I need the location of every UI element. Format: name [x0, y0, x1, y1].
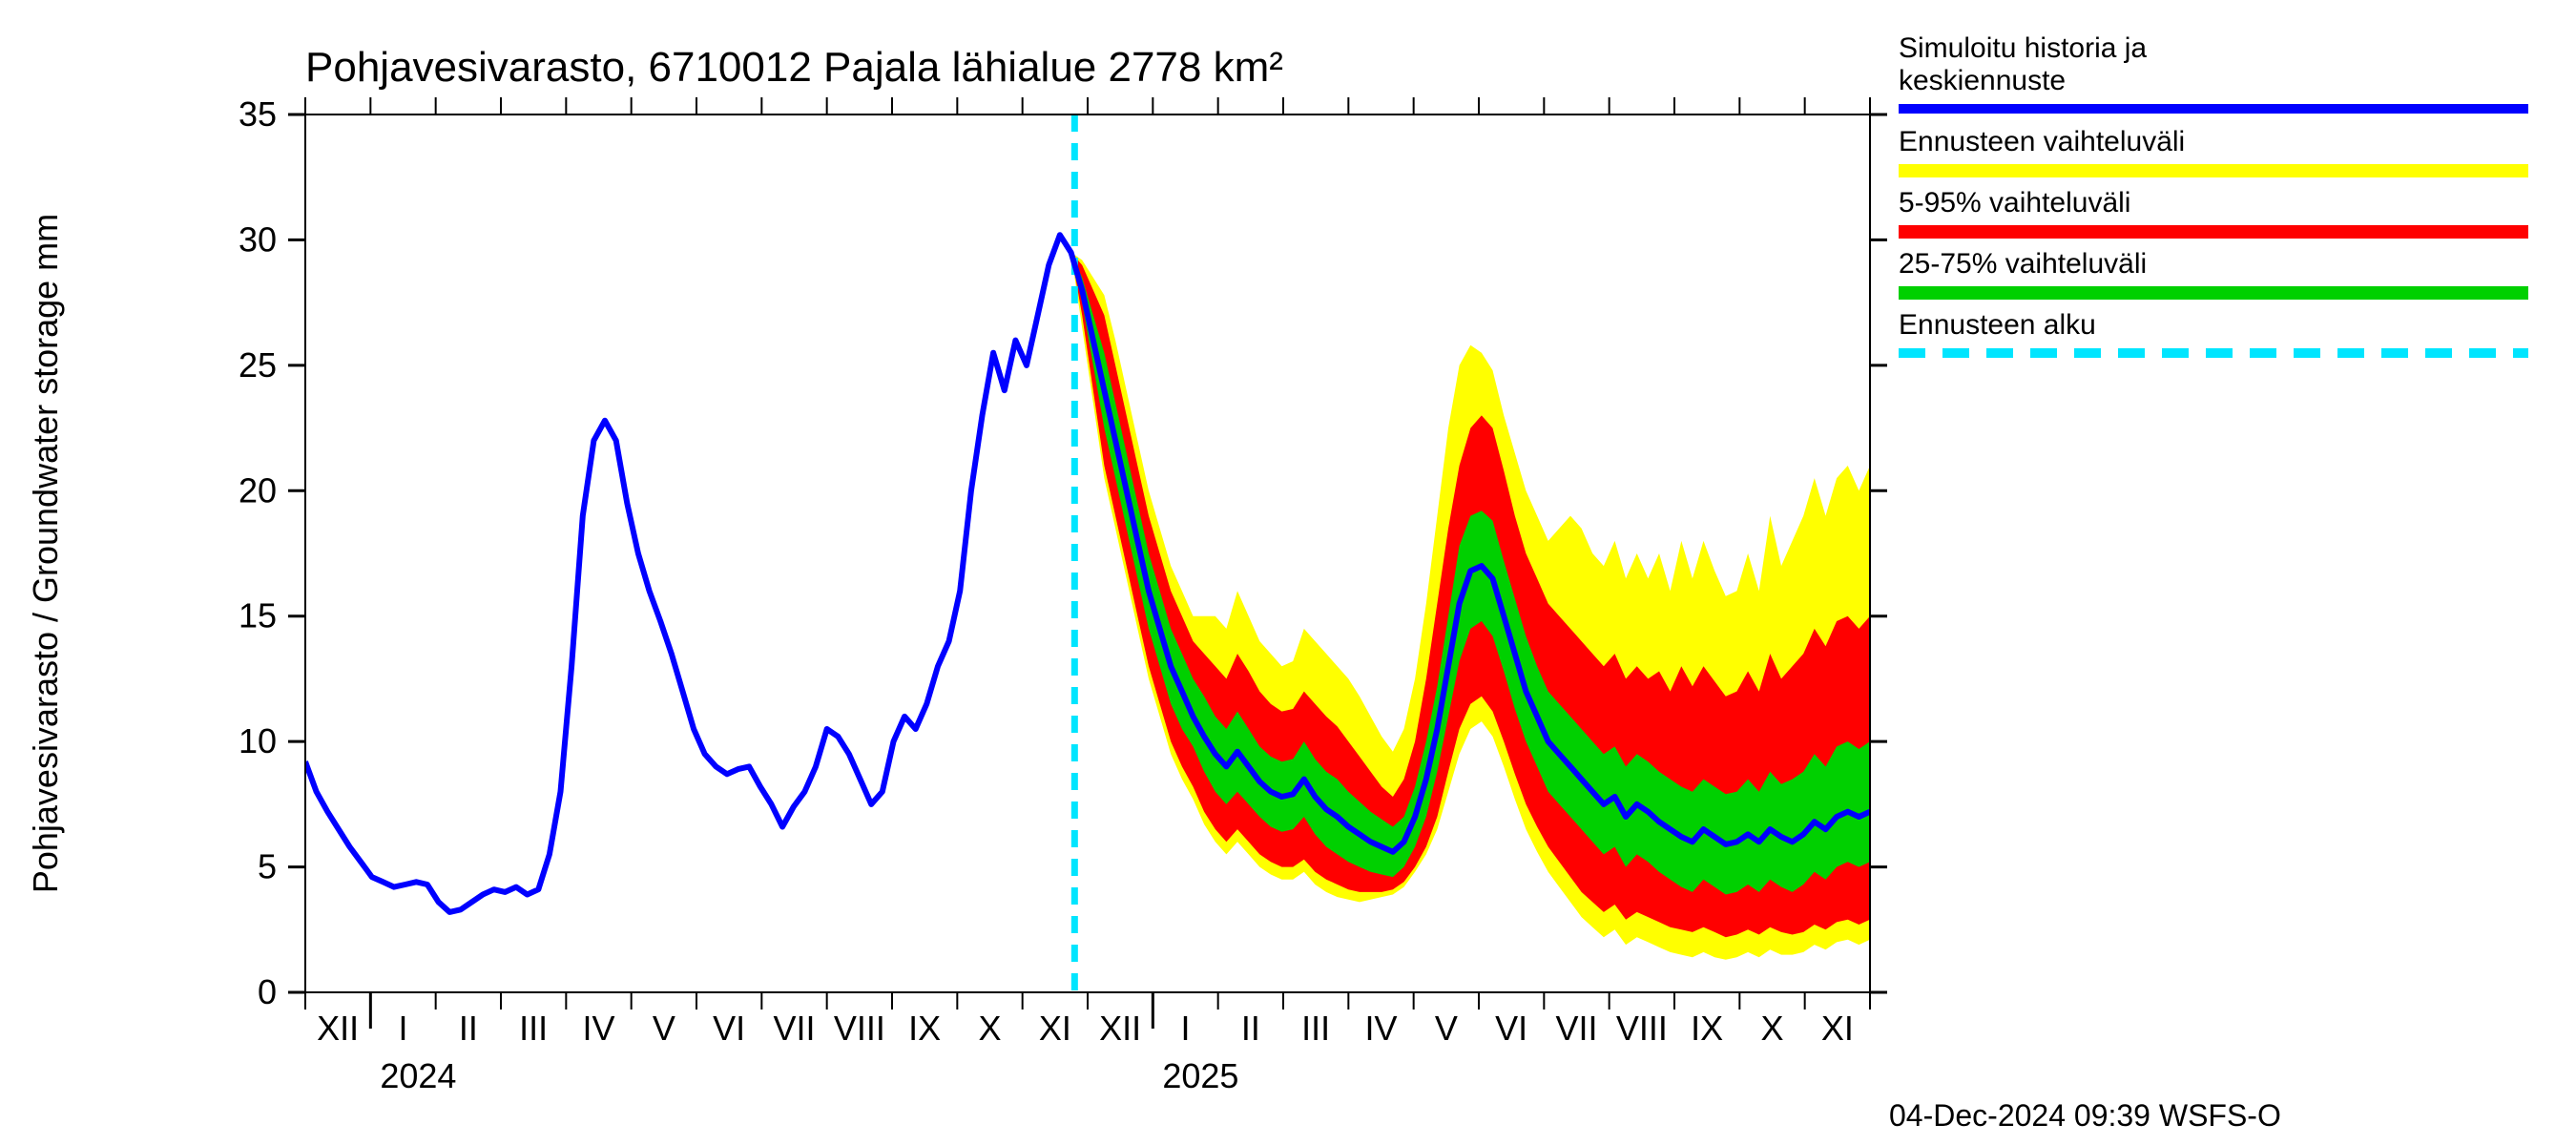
x-tick-label: VI	[1495, 1009, 1527, 1048]
x-tick-label: IX	[908, 1009, 941, 1048]
x-tick-label: I	[1180, 1009, 1190, 1048]
x-year-label: 2025	[1162, 1056, 1238, 1095]
x-tick-label: I	[398, 1009, 407, 1048]
legend-swatch	[1899, 225, 2528, 239]
y-tick-label: 25	[239, 345, 277, 385]
x-tick-label: X	[1760, 1009, 1783, 1048]
x-tick-label: XI	[1039, 1009, 1071, 1048]
y-tick-label: 5	[258, 847, 277, 886]
x-tick-label: II	[1241, 1009, 1260, 1048]
x-tick-label: V	[1435, 1009, 1458, 1048]
legend-label: Ennusteen alku	[1899, 309, 2096, 341]
chart-svg: 05101520253035XIIIIIIIIIVVVIVIIVIIIIXXXI…	[0, 0, 2576, 1145]
x-tick-label: VII	[773, 1009, 815, 1048]
x-tick-label: IX	[1691, 1009, 1723, 1048]
timestamp-text: 04-Dec-2024 09:39 WSFS-O	[1889, 1098, 2281, 1133]
x-tick-label: XII	[317, 1009, 359, 1048]
x-tick-label: VII	[1555, 1009, 1597, 1048]
chart-title: Pohjavesivarasto, 6710012 Pajala lähialu…	[305, 44, 1283, 91]
legend-swatch	[1899, 164, 2528, 177]
x-tick-label: III	[519, 1009, 548, 1048]
x-tick-label: IV	[582, 1009, 614, 1048]
legend-label: Ennusteen vaihteluväli	[1899, 126, 2185, 157]
y-tick-label: 35	[239, 94, 277, 134]
x-tick-label: V	[653, 1009, 675, 1048]
y-tick-label: 15	[239, 596, 277, 635]
y-tick-label: 10	[239, 721, 277, 760]
x-tick-label: III	[1301, 1009, 1330, 1048]
x-tick-label: XII	[1099, 1009, 1141, 1048]
legend-label: keskiennuste	[1899, 65, 2066, 96]
x-tick-label: XI	[1821, 1009, 1854, 1048]
y-axis-label: Pohjavesivarasto / Groundwater storage m…	[26, 214, 65, 893]
y-tick-label: 0	[258, 972, 277, 1011]
x-tick-label: VI	[713, 1009, 745, 1048]
x-tick-label: VIII	[1616, 1009, 1668, 1048]
x-tick-label: IV	[1364, 1009, 1397, 1048]
chart-container: { "chart": { "type": "line-with-uncertai…	[0, 0, 2576, 1145]
x-tick-label: VIII	[834, 1009, 885, 1048]
legend-label: 5-95% vaihteluväli	[1899, 187, 2130, 219]
legend-label: 25-75% vaihteluväli	[1899, 248, 2147, 280]
x-year-label: 2024	[380, 1056, 456, 1095]
legend-swatch	[1899, 286, 2528, 300]
x-tick-label: II	[459, 1009, 478, 1048]
y-tick-label: 20	[239, 470, 277, 510]
legend-label: Simuloitu historia ja	[1899, 32, 2147, 64]
y-tick-label: 30	[239, 219, 277, 259]
x-tick-label: X	[978, 1009, 1001, 1048]
